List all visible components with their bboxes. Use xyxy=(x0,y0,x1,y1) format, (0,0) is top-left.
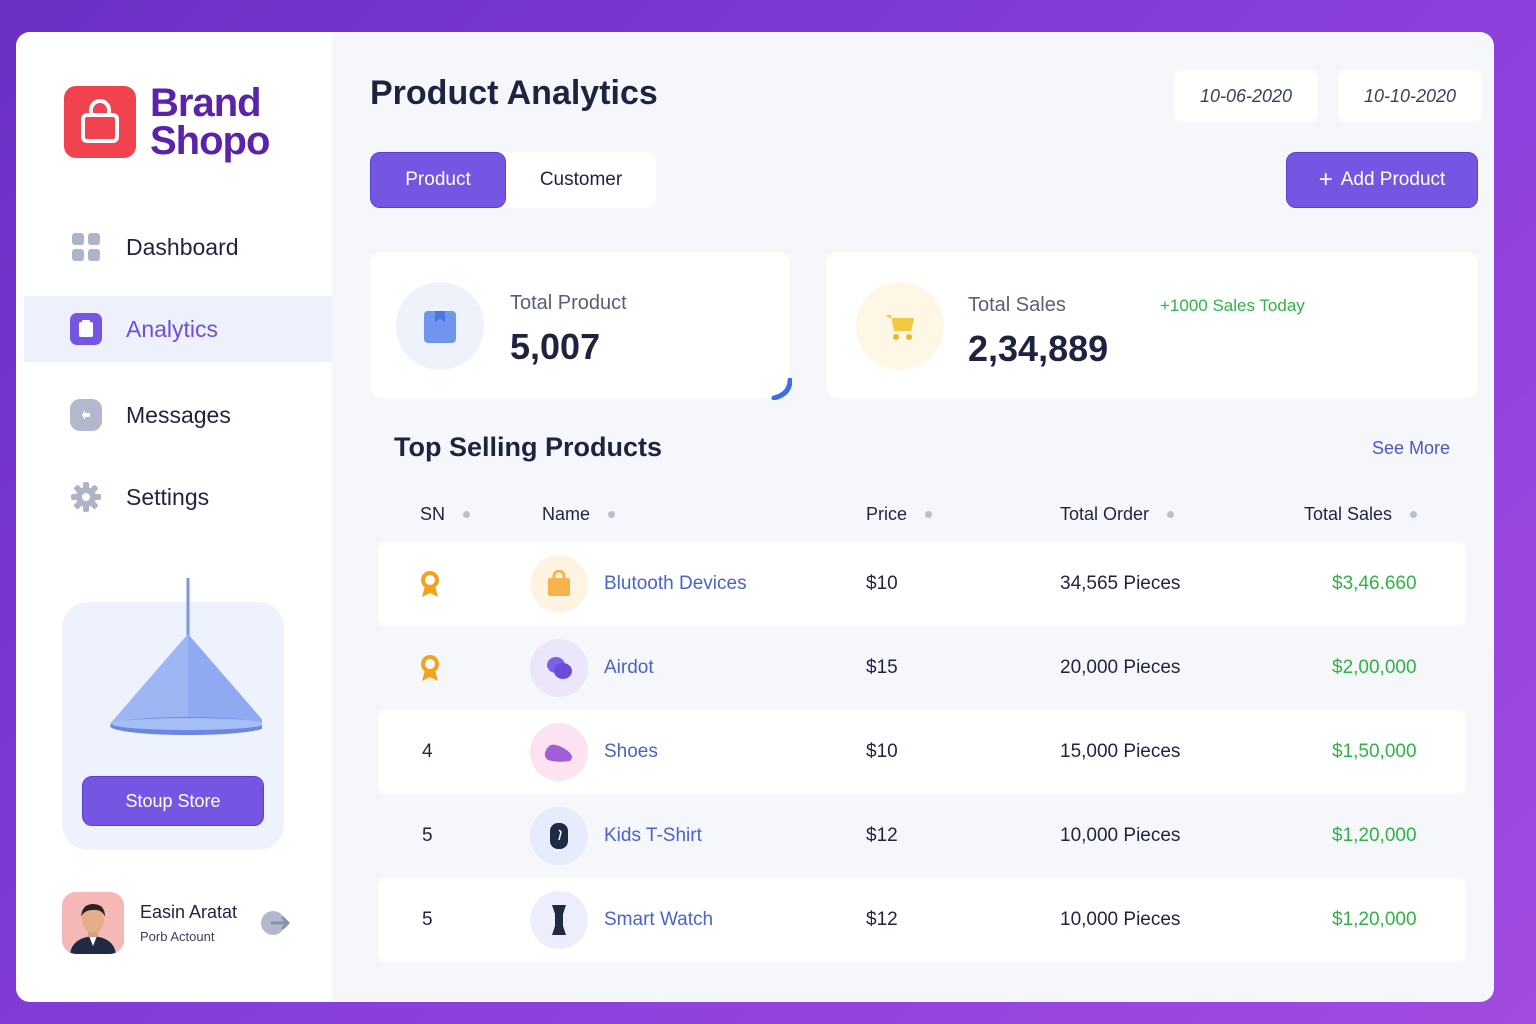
date-to-picker[interactable]: 10-10-2020 xyxy=(1338,70,1482,122)
product-name[interactable]: Shoes xyxy=(604,741,658,762)
add-product-label: Add Product xyxy=(1340,169,1446,190)
product-orders: 10,000 Pieces xyxy=(1060,909,1181,930)
promo-card: Stoup Store xyxy=(62,578,284,850)
sort-icon xyxy=(925,511,933,518)
product-price: $10 xyxy=(866,741,898,762)
total-sales-value: 2,34,889 xyxy=(968,328,1109,369)
product-sales: $1,50,000 xyxy=(1332,741,1417,762)
gear-icon xyxy=(70,481,102,513)
table-row[interactable]: Blutooth Devices $10 34,565 Pieces $3,46… xyxy=(378,542,1466,626)
total-product-label: Total Product xyxy=(510,292,627,314)
column-header-total-sales-label: Total Sales xyxy=(1304,504,1393,524)
brand-name-line1: Brand xyxy=(150,81,262,125)
product-orders: 34,565 Pieces xyxy=(1060,573,1181,594)
grid-icon xyxy=(70,231,102,263)
sort-icon xyxy=(1167,511,1175,518)
product-name[interactable]: Smart Watch xyxy=(604,909,714,930)
avatar xyxy=(62,892,124,954)
row-sn: 4 xyxy=(422,741,433,762)
column-header-price-label: Price xyxy=(866,504,908,524)
tab-product[interactable]: Product xyxy=(370,152,506,208)
sort-icon xyxy=(608,511,616,518)
table-row[interactable]: 5 Kids T-Shirt $12 10,000 Pieces $1,20,0… xyxy=(378,794,1466,878)
product-sales: $1,20,000 xyxy=(1332,825,1417,846)
column-header-sn-label: SN xyxy=(420,504,446,524)
tab-customer[interactable]: Customer xyxy=(539,169,623,190)
product-sales: $2,00,000 xyxy=(1332,657,1417,678)
table-row[interactable]: 4 Shoes $10 15,000 Pieces $1,50,000 xyxy=(378,710,1466,794)
nav-item-dashboard[interactable]: Dashboard xyxy=(24,214,332,280)
sort-icon xyxy=(463,511,471,518)
total-product-card: Total Product 5,007 xyxy=(370,252,792,400)
medal-icon xyxy=(418,626,442,710)
add-product-button[interactable]: + Add Product xyxy=(1286,152,1478,208)
row-sn: 5 xyxy=(422,909,433,930)
nav-item-analytics[interactable]: Analytics xyxy=(24,296,332,362)
logout-icon[interactable] xyxy=(260,908,290,938)
box-icon xyxy=(396,282,484,370)
product-name[interactable]: Kids T-Shirt xyxy=(604,825,702,846)
column-header-name[interactable]: Name xyxy=(542,504,616,525)
user-profile[interactable]: Easin Aratat Porb Actount xyxy=(62,892,237,954)
nav-label-messages: Messages xyxy=(126,401,231,428)
column-header-name-label: Name xyxy=(542,504,591,524)
message-icon xyxy=(70,399,102,431)
brand-name: Brand Shopo xyxy=(150,81,270,163)
shopping-bag-icon xyxy=(64,86,136,158)
plus-icon: + xyxy=(1318,166,1333,193)
profile-name: Easin Aratat xyxy=(140,902,238,922)
cart-icon xyxy=(856,282,944,370)
product-price: $12 xyxy=(866,825,898,846)
product-orders: 10,000 Pieces xyxy=(1060,825,1181,846)
product-price: $10 xyxy=(866,573,898,594)
total-sales-label: Total Sales xyxy=(968,294,1066,316)
product-orders: 20,000 Pieces xyxy=(1060,657,1181,678)
tshirt-icon xyxy=(530,807,588,865)
top-selling-title: Top Selling Products xyxy=(394,432,663,462)
table-row[interactable]: Airdot $15 20,000 Pieces $2,00,000 xyxy=(378,626,1466,710)
profile-role: Porb Actount xyxy=(140,929,215,944)
table-row[interactable]: 5 Smart Watch $12 10,000 Pieces $1,20,00… xyxy=(378,878,1466,962)
date-from-picker[interactable]: 10-06-2020 xyxy=(1174,70,1318,122)
lamp-illustration xyxy=(110,578,262,735)
column-header-total-order[interactable]: Total Order xyxy=(1060,504,1175,525)
card-corner-accent xyxy=(771,378,792,400)
product-sales: $1,20,000 xyxy=(1332,909,1417,930)
product-name[interactable]: Blutooth Devices xyxy=(604,573,747,594)
product-price: $15 xyxy=(866,657,898,678)
product-orders: 15,000 Pieces xyxy=(1060,741,1181,762)
column-header-sn[interactable]: SN xyxy=(420,504,471,525)
stoup-store-button[interactable]: Stoup Store xyxy=(82,776,264,826)
product-sales: $3,46.660 xyxy=(1332,573,1417,594)
column-header-total-sales[interactable]: Total Sales xyxy=(1304,504,1418,525)
total-product-value: 5,007 xyxy=(510,326,601,367)
product-name[interactable]: Airdot xyxy=(604,657,654,678)
shopping-bag-icon xyxy=(530,555,588,613)
nav-item-messages[interactable]: Messages xyxy=(24,382,332,448)
shoe-icon xyxy=(530,723,588,781)
sales-today-badge: +1000 Sales Today xyxy=(1160,296,1305,315)
brand-logo[interactable]: Brand Shopo xyxy=(64,81,270,163)
column-header-price[interactable]: Price xyxy=(866,504,933,525)
airpod-icon xyxy=(530,639,588,697)
app-window: Brand Shopo Dashboard xyxy=(16,32,1494,1002)
product-price: $12 xyxy=(866,909,898,930)
sidebar: Brand Shopo Dashboard xyxy=(16,32,332,1002)
nav-item-settings[interactable]: Settings xyxy=(24,464,332,530)
nav-label-dashboard: Dashboard xyxy=(126,233,239,260)
nav-label-analytics: Analytics xyxy=(126,315,219,342)
clipboard-icon xyxy=(70,313,102,345)
nav-label-settings: Settings xyxy=(126,483,210,510)
column-header-total-order-label: Total Order xyxy=(1060,504,1150,524)
view-tabs: Product Customer xyxy=(370,152,656,208)
medal-icon xyxy=(418,542,442,626)
page-title: Product Analytics xyxy=(370,74,658,112)
smart-watch-icon xyxy=(530,891,588,949)
row-sn: 5 xyxy=(422,825,433,846)
total-sales-card: Total Sales +1000 Sales Today 2,34,889 xyxy=(826,252,1478,398)
see-more-link[interactable]: See More xyxy=(1372,438,1451,458)
sort-icon xyxy=(1410,511,1418,518)
brand-name-line2: Shopo xyxy=(150,119,270,163)
